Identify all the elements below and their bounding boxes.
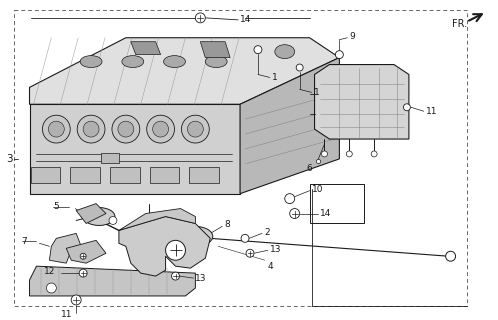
Text: 10: 10 [312,185,323,194]
Bar [189,167,219,183]
Circle shape [181,115,209,143]
Bar [110,167,140,183]
Polygon shape [315,65,409,139]
Bar [150,167,179,183]
Ellipse shape [205,56,227,68]
Text: 1: 1 [272,73,277,82]
Text: 6: 6 [307,164,312,173]
Text: 13: 13 [195,274,207,283]
Circle shape [246,249,254,257]
Text: 8: 8 [224,220,230,229]
Circle shape [153,121,168,137]
Text: 2: 2 [264,228,269,237]
Polygon shape [66,240,106,263]
Circle shape [254,46,262,54]
Circle shape [71,295,81,305]
Polygon shape [76,204,106,223]
Bar [101,153,119,163]
Circle shape [195,13,205,23]
Polygon shape [29,266,195,296]
Ellipse shape [122,56,144,68]
Text: 1: 1 [314,88,319,97]
Circle shape [83,121,99,137]
Circle shape [446,251,456,261]
Polygon shape [119,209,195,230]
Circle shape [118,121,134,137]
Polygon shape [29,38,339,104]
Circle shape [187,121,203,137]
Bar [310,184,364,223]
Polygon shape [131,42,161,55]
Circle shape [371,151,377,157]
Text: 11: 11 [426,107,437,116]
Ellipse shape [80,56,102,68]
Circle shape [296,64,303,71]
Circle shape [290,209,300,219]
Text: 14: 14 [240,15,251,24]
Circle shape [403,104,410,111]
Circle shape [171,272,179,280]
Polygon shape [49,233,81,263]
Circle shape [112,115,140,143]
Circle shape [165,240,185,260]
Circle shape [322,151,328,157]
Bar [70,167,100,183]
Ellipse shape [275,45,295,59]
Polygon shape [119,217,210,276]
Text: 3: 3 [5,154,12,164]
Circle shape [147,115,174,143]
Circle shape [336,51,343,59]
Polygon shape [200,42,230,58]
Text: 13: 13 [270,245,281,254]
Text: 4: 4 [268,262,273,271]
Text: A: A [189,233,194,239]
Circle shape [48,121,64,137]
Circle shape [346,151,352,157]
Bar [30,167,60,183]
Circle shape [77,115,105,143]
Text: 12: 12 [44,267,56,276]
Polygon shape [29,104,240,194]
Ellipse shape [83,208,115,226]
Ellipse shape [163,56,185,68]
Text: 7: 7 [21,237,27,246]
Circle shape [79,269,87,277]
Circle shape [109,217,117,224]
Circle shape [46,283,56,293]
Circle shape [241,234,249,242]
Text: 11: 11 [61,310,72,319]
Ellipse shape [178,227,213,246]
Polygon shape [240,58,339,194]
Text: FR.: FR. [452,19,467,29]
Circle shape [285,194,295,204]
Text: 9: 9 [349,32,355,41]
Text: 14: 14 [320,209,331,218]
Text: 5: 5 [53,202,59,211]
Circle shape [80,253,86,259]
Circle shape [42,115,70,143]
